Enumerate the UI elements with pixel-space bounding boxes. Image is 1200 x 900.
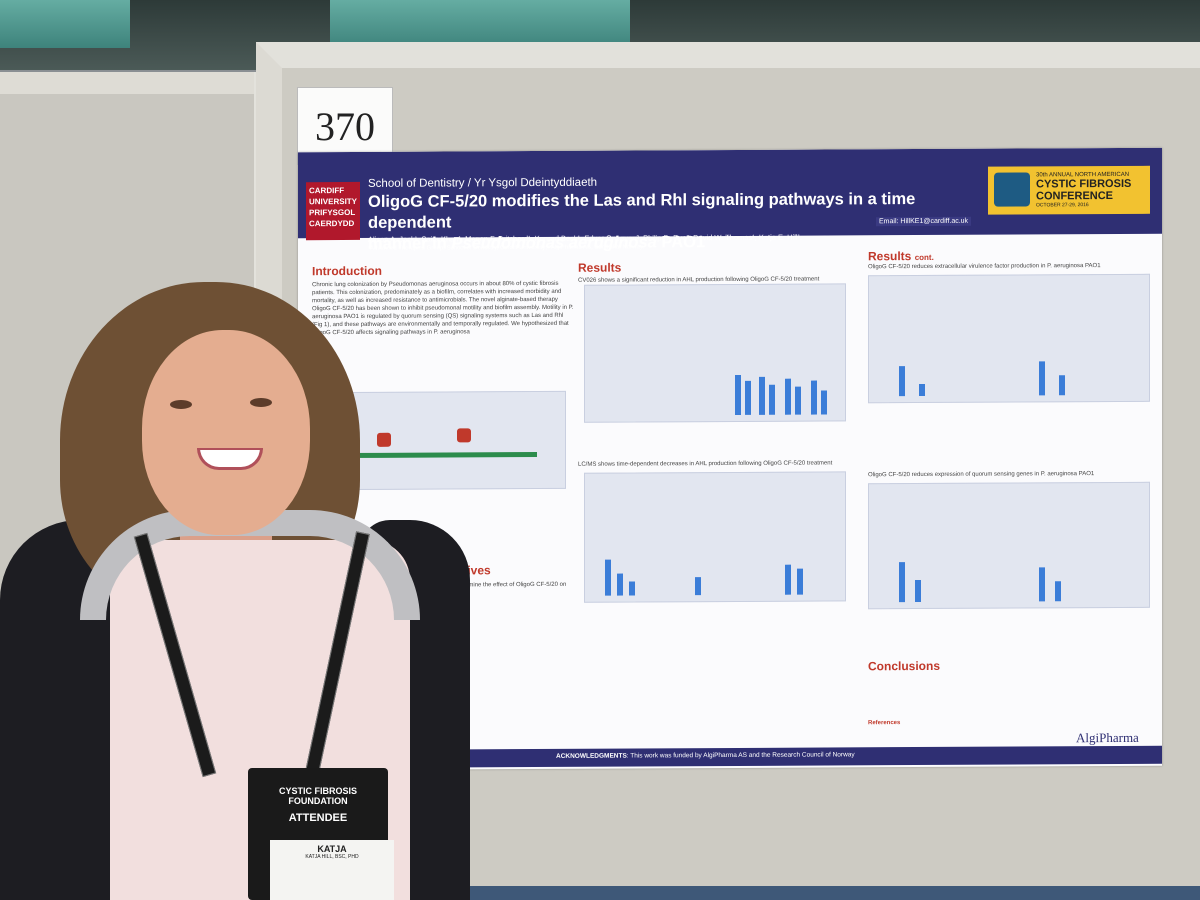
results-heading: Results <box>578 260 622 275</box>
eye <box>170 400 192 409</box>
cf-foundation-icon <box>994 172 1030 207</box>
conclusions-heading: Conclusions <box>868 658 941 674</box>
figure-2-cv026 <box>584 283 846 423</box>
window <box>0 0 130 48</box>
figure-4-virulence <box>868 273 1150 404</box>
results-cont-subheading-1: OligoG CF-5/20 reduces extracellular vir… <box>868 263 1101 271</box>
algipharma-logo: AlgiPharma <box>1076 729 1139 746</box>
poster-column-3: Results cont. OligoG CF-5/20 reduces ext… <box>868 248 1154 749</box>
face <box>142 330 310 535</box>
results-cont-subheading-2: OligoG CF-5/20 reduces expression of quo… <box>868 471 1095 479</box>
eye <box>250 398 272 407</box>
figure-5-qpcr <box>868 481 1150 610</box>
conference-logo: 30th ANNUAL NORTH AMERICAN CYSTIC FIBROS… <box>988 165 1150 215</box>
introduction-heading: Introduction <box>312 263 382 279</box>
poster-column-2: Results CV026 shows a significant reduct… <box>578 259 858 760</box>
poster-email: Email: HillKE1@cardiff.ac.uk <box>876 216 972 227</box>
results-cont-heading: Results cont. <box>868 249 934 264</box>
results-subheading-2: LC/MS shows time-dependent decreases in … <box>578 460 833 468</box>
badge-name-card: KATJA KATJA HILL, BSC, PHD <box>270 840 394 900</box>
university-logo: CARDIFF UNIVERSITY PRIFYSGOL CAERDYDD <box>306 181 360 241</box>
introduction-text: Chronic lung colonization by Pseudomonas… <box>312 280 574 337</box>
poster-header: CARDIFF UNIVERSITY PRIFYSGOL CAERDYDD Sc… <box>298 147 1162 253</box>
window <box>330 0 630 48</box>
figure-3-lcms <box>584 471 846 603</box>
references-heading: References <box>868 720 901 727</box>
